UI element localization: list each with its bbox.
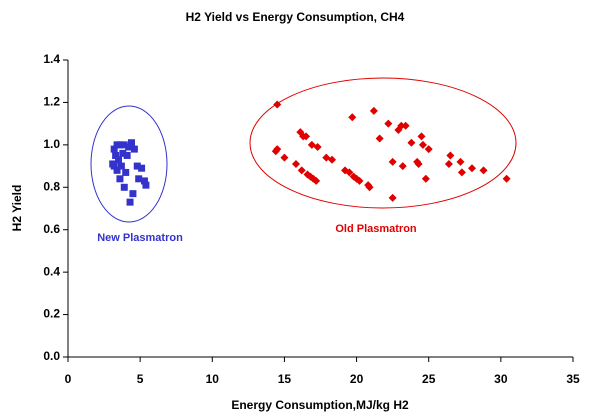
point xyxy=(328,155,337,164)
x-tick-label: 35 xyxy=(566,372,580,386)
y-tick-label: 0.6 xyxy=(43,222,60,236)
point xyxy=(397,121,406,130)
x-tick-label: 10 xyxy=(206,372,220,386)
point xyxy=(127,139,135,147)
y-tick-label: 1.4 xyxy=(43,52,60,66)
point xyxy=(123,151,131,159)
point xyxy=(309,174,318,183)
point xyxy=(417,132,426,141)
point xyxy=(129,190,137,198)
point xyxy=(468,164,476,173)
point xyxy=(273,100,282,109)
point xyxy=(365,183,374,192)
point xyxy=(125,143,133,151)
point xyxy=(109,160,117,168)
point xyxy=(375,134,384,143)
point xyxy=(302,132,311,141)
point xyxy=(414,159,423,168)
point xyxy=(388,193,397,202)
point xyxy=(398,162,407,171)
y-tick-label: 1.0 xyxy=(43,137,60,151)
point xyxy=(119,149,127,157)
point xyxy=(117,162,125,170)
point xyxy=(297,166,306,175)
x-tick-label: 5 xyxy=(137,372,144,386)
point xyxy=(115,156,122,164)
point xyxy=(126,198,134,206)
cluster-outline xyxy=(249,77,517,209)
y-tick-label: 0.4 xyxy=(43,264,60,278)
point xyxy=(113,166,121,174)
point xyxy=(407,138,416,147)
point xyxy=(457,168,466,177)
annotation: Old Plasmatron xyxy=(335,223,417,235)
point xyxy=(122,168,130,176)
point xyxy=(313,142,322,151)
point xyxy=(280,153,289,162)
point xyxy=(120,141,128,149)
y-tick-label: 0.0 xyxy=(43,349,60,363)
y-axis-label: H2 Yield xyxy=(10,185,24,232)
chart-title: H2 Yield vs Energy Consumption, CH4 xyxy=(186,10,405,24)
point xyxy=(120,183,128,191)
x-tick-label: 0 xyxy=(65,372,72,386)
point xyxy=(502,174,511,183)
x-tick-label: 15 xyxy=(278,372,292,386)
point xyxy=(444,159,453,168)
x-tick-label: 25 xyxy=(422,372,436,386)
y-tick-label: 0.8 xyxy=(43,179,60,193)
point xyxy=(142,181,150,189)
y-tick-label: 0.2 xyxy=(43,307,60,321)
point xyxy=(369,106,378,115)
point xyxy=(133,162,141,170)
cluster-outline xyxy=(90,105,168,223)
x-axis-label: Energy Consumption,MJ/kg H2 xyxy=(231,398,409,412)
point xyxy=(345,168,354,177)
point xyxy=(446,151,455,160)
point xyxy=(138,164,146,172)
point xyxy=(424,145,433,154)
point xyxy=(401,121,410,130)
point xyxy=(291,159,300,168)
point xyxy=(421,174,430,183)
x-tick-label: 20 xyxy=(350,372,364,386)
point xyxy=(271,147,280,156)
point xyxy=(116,141,124,149)
point xyxy=(479,166,488,175)
point xyxy=(116,175,124,183)
x-tick-label: 30 xyxy=(494,372,508,386)
y-tick-label: 1.2 xyxy=(43,95,60,109)
point xyxy=(456,157,465,166)
point xyxy=(388,157,397,166)
point xyxy=(110,145,118,153)
point xyxy=(348,113,357,122)
annotation: New Plasmatron xyxy=(97,232,183,244)
point xyxy=(130,145,138,153)
point xyxy=(418,140,427,149)
point xyxy=(140,177,148,185)
point xyxy=(384,119,393,128)
point xyxy=(352,174,361,183)
point xyxy=(112,151,120,159)
point xyxy=(135,175,143,183)
